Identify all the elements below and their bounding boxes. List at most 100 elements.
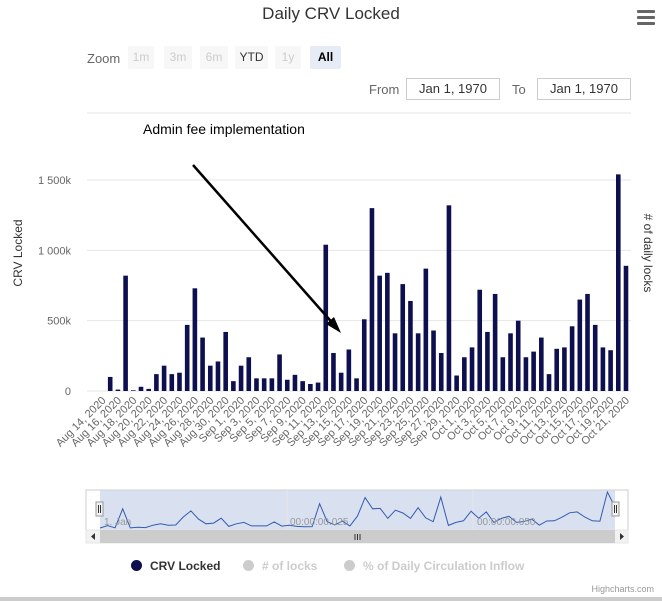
bar[interactable]: [177, 372, 182, 391]
page-bottom-border: [0, 597, 662, 601]
bar[interactable]: [238, 365, 244, 391]
bar[interactable]: [123, 275, 128, 391]
secondary-y-axis-label: # of daily locks: [641, 214, 655, 293]
bar[interactable]: [539, 337, 544, 391]
bar[interactable]: [292, 374, 298, 391]
bar[interactable]: [369, 208, 375, 391]
zoom-1y-button[interactable]: 1y: [275, 46, 301, 69]
bar[interactable]: [569, 326, 575, 391]
bar[interactable]: [254, 378, 259, 391]
bar[interactable]: [408, 300, 413, 391]
bar[interactable]: [361, 319, 367, 391]
bar[interactable]: [277, 354, 282, 391]
bar[interactable]: [308, 383, 313, 391]
bar[interactable]: [231, 381, 236, 391]
bar[interactable]: [323, 244, 329, 391]
chart-title: Daily CRV Locked: [262, 4, 400, 23]
bar[interactable]: [169, 374, 175, 391]
bar[interactable]: [246, 357, 252, 391]
legend-marker-icon: [131, 560, 142, 571]
bar[interactable]: [515, 320, 521, 391]
y-tick-label: 0: [65, 386, 71, 398]
bar[interactable]: [354, 378, 359, 391]
bar[interactable]: [500, 357, 506, 391]
annotation-arrow: [192, 164, 341, 333]
bar[interactable]: [184, 324, 190, 391]
bar[interactable]: [146, 388, 151, 391]
bar[interactable]: [130, 390, 136, 391]
bar[interactable]: [431, 330, 436, 391]
y-axis-label: CRV Locked: [11, 219, 25, 286]
bar[interactable]: [385, 272, 390, 391]
bar[interactable]: [531, 351, 536, 391]
bar[interactable]: [138, 386, 144, 391]
bar[interactable]: [200, 337, 205, 391]
navigator-right-handle[interactable]: [611, 501, 620, 517]
zoom-ytd-button[interactable]: YTD: [235, 46, 268, 69]
bar[interactable]: [261, 378, 267, 391]
bar[interactable]: [115, 389, 121, 391]
legend-item-crv-locked[interactable]: CRV Locked: [131, 559, 220, 573]
bar[interactable]: [315, 382, 321, 391]
bar[interactable]: [492, 293, 498, 391]
bar[interactable]: [284, 379, 290, 391]
bar[interactable]: [207, 365, 213, 391]
zoom-3m-button[interactable]: 3m: [164, 46, 192, 69]
navigator-selection[interactable]: [100, 490, 615, 530]
bar[interactable]: [331, 353, 336, 391]
bar[interactable]: [423, 268, 429, 391]
bar[interactable]: [377, 275, 382, 391]
bar[interactable]: [508, 333, 513, 391]
navigator[interactable]: 1. Jan 00:00:00.025 00:00:00.050: [85, 489, 629, 531]
bar[interactable]: [338, 372, 344, 391]
range-from-label: From: [369, 82, 400, 97]
bar[interactable]: [161, 365, 167, 391]
range-from-input[interactable]: Jan 1, 1970: [406, 78, 500, 100]
bar[interactable]: [400, 284, 406, 391]
bar[interactable]: [415, 333, 421, 391]
bar[interactable]: [462, 357, 467, 391]
range-to-label: To: [512, 82, 526, 97]
bar[interactable]: [546, 374, 552, 391]
bar[interactable]: [554, 348, 560, 391]
bar[interactable]: [485, 331, 490, 391]
bar[interactable]: [592, 324, 598, 391]
bar[interactable]: [300, 381, 305, 391]
bar[interactable]: [154, 374, 159, 391]
bar[interactable]: [454, 375, 459, 391]
scrollbar[interactable]: [85, 529, 629, 544]
bar[interactable]: [269, 378, 275, 391]
credits-link[interactable]: Highcharts.com: [591, 584, 654, 594]
zoom-6m-button[interactable]: 6m: [200, 46, 228, 69]
bar[interactable]: [562, 347, 567, 391]
bar[interactable]: [585, 293, 590, 391]
bar[interactable]: [616, 174, 621, 391]
y-tick-label: 1 500k: [38, 175, 72, 187]
zoom-1m-button[interactable]: 1m: [128, 46, 154, 69]
bar[interactable]: [438, 353, 444, 391]
bar[interactable]: [192, 288, 198, 391]
bar[interactable]: [600, 347, 606, 391]
bar[interactable]: [477, 289, 483, 391]
bar[interactable]: [223, 331, 228, 391]
bar[interactable]: [446, 205, 452, 391]
bar[interactable]: [107, 376, 113, 391]
bar[interactable]: [523, 357, 529, 391]
hamburger-menu-icon[interactable]: [637, 10, 655, 25]
legend-item-circulation-inflow[interactable]: % of Daily Circulation Inflow: [344, 559, 524, 573]
bar[interactable]: [392, 333, 398, 391]
scroll-left-arrow-icon[interactable]: [91, 533, 95, 540]
bar[interactable]: [623, 265, 629, 391]
scroll-right-arrow-icon[interactable]: [620, 533, 624, 540]
bar[interactable]: [469, 347, 475, 391]
bar[interactable]: [215, 361, 221, 391]
legend-item-num-locks[interactable]: # of locks: [243, 559, 317, 573]
range-to-input[interactable]: Jan 1, 1970: [537, 78, 631, 100]
bar[interactable]: [577, 299, 583, 391]
zoom-all-button[interactable]: All: [310, 46, 341, 69]
navigator-label: 00:00:00.025: [290, 517, 349, 528]
bar[interactable]: [608, 350, 613, 391]
bar[interactable]: [346, 349, 352, 392]
navigator-left-handle[interactable]: [95, 501, 104, 517]
